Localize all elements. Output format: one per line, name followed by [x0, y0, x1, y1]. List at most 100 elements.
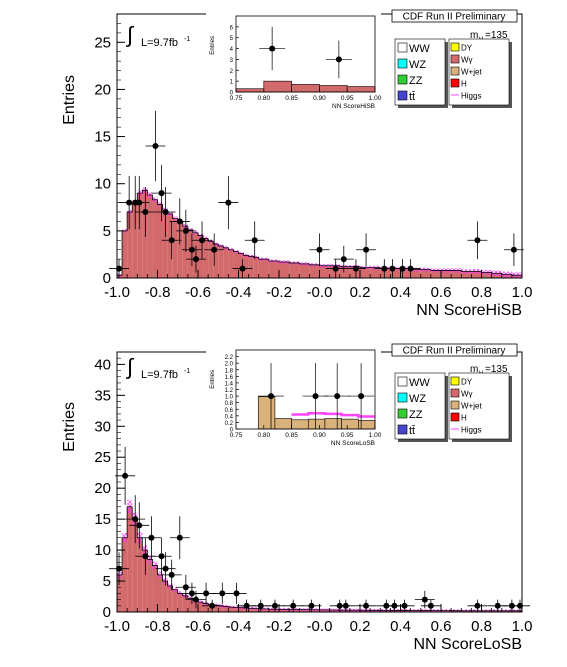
legend-swatch-ww	[397, 42, 408, 53]
background-bar	[137, 193, 143, 278]
background-bar	[172, 589, 178, 612]
data-point	[188, 590, 195, 597]
inset-background-bar	[257, 396, 276, 430]
legend-label-h: H	[461, 414, 467, 423]
data-point	[332, 265, 339, 272]
background-bar	[339, 266, 350, 278]
data-point	[225, 199, 232, 206]
y-tick-label: 5	[103, 573, 111, 590]
background-bar	[218, 245, 224, 278]
legend-label-wjet: W+jet	[461, 68, 482, 77]
top-panel: -1.0 -0.8 -0.6 -0.4 -0.2 -0.0 0.2 0.4 0.6 0.8 1.00…	[61, 9, 533, 319]
data-point	[148, 534, 155, 541]
x-tick-label: 0.6	[431, 284, 452, 301]
legend-label-ww: WW	[409, 377, 430, 389]
data-point	[176, 534, 183, 541]
data-point	[192, 596, 199, 603]
background-bar	[248, 256, 254, 278]
x-tick-label: -0.8	[145, 618, 171, 635]
data-point	[219, 590, 226, 597]
inset-y-tick-label: 0.8	[225, 401, 234, 407]
background-bar	[309, 264, 320, 278]
background-bar	[299, 263, 310, 278]
background-bar	[157, 204, 163, 278]
data-point	[116, 565, 123, 572]
data-point	[211, 246, 218, 253]
data-point	[142, 553, 149, 560]
y-tick-label: 40	[94, 356, 111, 373]
data-point	[158, 190, 165, 197]
x-tick-label: -1.0	[104, 284, 130, 301]
data-point	[188, 246, 195, 253]
background-bar	[420, 269, 431, 278]
legend-label-dy: DY	[461, 44, 473, 53]
x-axis-title: NN ScoreLoSB	[414, 636, 523, 653]
integral-symbol: ∫	[125, 22, 135, 47]
legend-swatch-wjet	[450, 66, 460, 76]
data-point	[510, 246, 517, 253]
legend-label-tt: tt̄	[409, 425, 415, 437]
inset-y-tick-label: 5	[230, 36, 234, 42]
x-tick-label: -0.6	[185, 284, 211, 301]
y-tick-label: 15	[94, 511, 111, 528]
mass-value: =135	[485, 364, 508, 375]
x-tick-label: 0.8	[471, 618, 492, 635]
x-tick-label: -0.4	[226, 284, 252, 301]
x-tick-label: 1.0	[512, 618, 533, 635]
inset-background-bar	[274, 418, 292, 430]
data-point	[136, 522, 143, 529]
background-bar	[192, 232, 198, 278]
data-point	[316, 246, 323, 253]
y-tick-label: 5	[103, 223, 111, 240]
legend-label-wz: WZ	[409, 59, 426, 71]
data-point	[251, 237, 258, 244]
data-point	[474, 602, 481, 609]
inset-x-tick-label: 0.80	[257, 432, 270, 439]
y-tick-label: 0	[103, 270, 111, 287]
legend-swatch-ww	[397, 376, 408, 387]
background-bar	[147, 195, 153, 278]
luminosity-label: L=9.7fb	[141, 37, 178, 49]
background-bar	[132, 202, 138, 278]
background-bar	[142, 550, 148, 612]
inset-y-tick-label: 6	[230, 25, 234, 31]
inset-y-tick-label: 1.4	[225, 381, 234, 387]
inset-y-axis-title: Entries	[210, 370, 216, 389]
background-bar	[400, 268, 411, 278]
run-label: CDF Run II Preliminary	[403, 12, 506, 23]
inset-data-point	[335, 56, 342, 63]
inset-x-tick-label: 0.90	[313, 95, 326, 102]
inset-background	[206, 344, 381, 447]
inset-x-tick-label: 1.00	[369, 95, 382, 102]
data-point	[352, 265, 359, 272]
background-bar	[390, 268, 401, 278]
data-point	[192, 256, 199, 263]
background-bar	[152, 565, 158, 612]
inset-y-tick-label: 3	[230, 58, 234, 64]
legend-swatch-tt	[397, 424, 408, 435]
inset-y-tick-label: 0	[230, 91, 234, 97]
legend-label-wz: WZ	[409, 393, 426, 405]
data-point	[257, 602, 264, 609]
data-point	[168, 571, 175, 578]
y-tick-label: 25	[94, 34, 111, 51]
background-bar	[182, 595, 188, 612]
background-bar	[430, 270, 441, 278]
data-point	[203, 590, 210, 597]
background-bar	[258, 608, 269, 612]
legend-label-wg: Wγ	[461, 56, 473, 65]
legend-swatch-zz	[397, 74, 408, 85]
legend-label-higgs: Higgs	[461, 426, 481, 435]
x-tick-label: 1.0	[512, 284, 533, 301]
background-bar	[157, 574, 163, 612]
inset-x-tick-label: 0.75	[230, 95, 243, 102]
data-point	[421, 596, 428, 603]
inset-x-tick-label: 0.90	[313, 432, 326, 439]
inset-y-axis-title: Entries	[210, 36, 216, 55]
background-bar	[238, 253, 244, 278]
data-point	[407, 265, 414, 272]
y-tick-label: 0	[103, 604, 111, 621]
data-point	[271, 602, 278, 609]
y-tick-label: 25	[94, 449, 111, 466]
